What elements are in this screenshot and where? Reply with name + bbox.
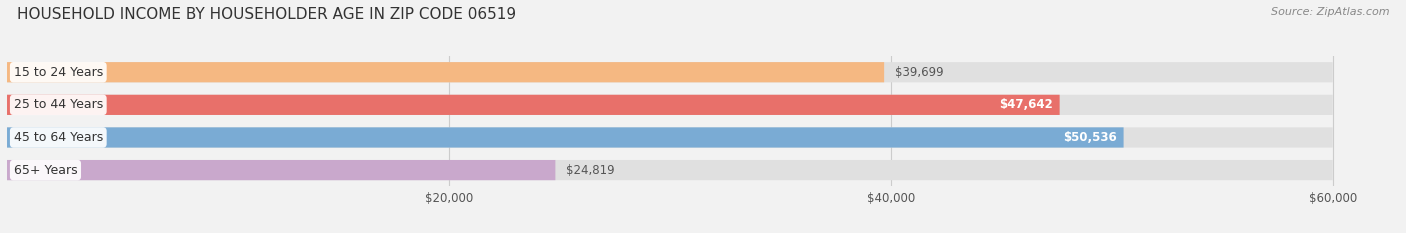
Text: $50,536: $50,536	[1063, 131, 1116, 144]
FancyBboxPatch shape	[7, 160, 555, 180]
FancyBboxPatch shape	[7, 127, 1333, 147]
FancyBboxPatch shape	[7, 62, 1333, 82]
Text: 65+ Years: 65+ Years	[14, 164, 77, 177]
FancyBboxPatch shape	[7, 62, 884, 82]
Text: 15 to 24 Years: 15 to 24 Years	[14, 66, 103, 79]
Text: HOUSEHOLD INCOME BY HOUSEHOLDER AGE IN ZIP CODE 06519: HOUSEHOLD INCOME BY HOUSEHOLDER AGE IN Z…	[17, 7, 516, 22]
Text: 45 to 64 Years: 45 to 64 Years	[14, 131, 103, 144]
FancyBboxPatch shape	[7, 160, 1333, 180]
FancyBboxPatch shape	[7, 127, 1123, 147]
Text: Source: ZipAtlas.com: Source: ZipAtlas.com	[1271, 7, 1389, 17]
Text: $24,819: $24,819	[567, 164, 614, 177]
Text: $39,699: $39,699	[894, 66, 943, 79]
FancyBboxPatch shape	[7, 95, 1333, 115]
FancyBboxPatch shape	[7, 95, 1060, 115]
Text: 25 to 44 Years: 25 to 44 Years	[14, 98, 103, 111]
Text: $47,642: $47,642	[1000, 98, 1053, 111]
